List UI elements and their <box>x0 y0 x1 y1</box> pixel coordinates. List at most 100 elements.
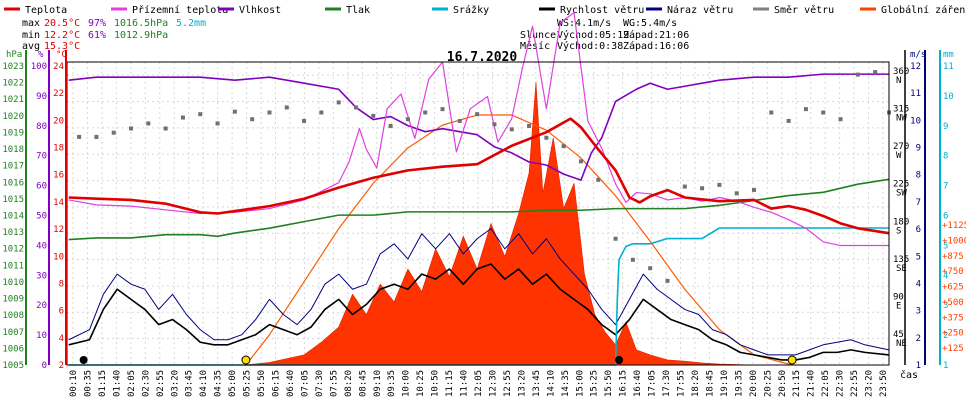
stats-min-temp: 12.2°C <box>44 30 80 41</box>
tick-label-time: 08:20 <box>344 370 354 397</box>
tick-label-time: 15:25 <box>590 370 600 397</box>
series-rychlost-vetru <box>68 263 890 361</box>
wind-direction-point <box>509 127 514 132</box>
tick-label-rad: +750 <box>942 267 964 277</box>
tick-label-hpa: 1005 <box>2 361 24 371</box>
tick-label-rad: +125 <box>942 344 964 354</box>
legend-label-prizemni-teplota: Přízemní teplota <box>132 4 228 16</box>
wind-direction-point <box>129 126 134 131</box>
wind-direction-point <box>250 117 255 122</box>
tick-label-dir: 225 <box>893 180 909 190</box>
wind-direction-point <box>613 236 618 241</box>
tick-label-ms: 1 <box>916 361 921 371</box>
wind-direction-point <box>700 186 705 191</box>
wind-direction-point <box>371 113 376 118</box>
tick-label-pct: 40 <box>36 241 47 251</box>
tick-label-dir: 180 <box>893 217 909 227</box>
tick-label-time: 18:20 <box>691 370 701 397</box>
series-prizemni-teplota <box>68 12 889 247</box>
stats-block: max 20.5°C 97% 1016.5hPa 5.2mm min 12.2°… <box>22 18 206 52</box>
tick-label-time: 04:35 <box>214 370 224 397</box>
tick-label-time: 23:50 <box>879 370 889 397</box>
tick-label-time: 14:10 <box>546 370 556 397</box>
tick-label-ms: 8 <box>916 171 921 181</box>
legend-label-smer-vetru: Směr větru <box>774 4 834 16</box>
wind-direction-point <box>648 266 653 271</box>
tick-label-pct: 100 <box>31 62 47 72</box>
stats-avg-label: avg <box>22 41 40 52</box>
tick-label-rad: +500 <box>942 298 964 308</box>
wind-direction-point <box>267 110 272 115</box>
tick-label-temp: 8 <box>59 279 64 289</box>
tick-label-hpa: 1013 <box>2 228 24 238</box>
series-srazky <box>68 227 889 366</box>
tick-label-time: 00:35 <box>83 370 93 397</box>
tick-label-pct: 50 <box>36 212 47 222</box>
series-vlhkost <box>68 73 889 181</box>
wind-direction-point <box>492 122 497 127</box>
tick-label-temp: 24 <box>53 62 64 72</box>
tick-label-time: 06:15 <box>272 370 282 397</box>
wind-direction-point <box>873 70 878 75</box>
tick-label-time: 05:25 <box>243 370 253 397</box>
wind-direction-point <box>475 112 480 117</box>
tick-label-temp: 6 <box>59 307 64 317</box>
tick-label-time: 23:20 <box>865 370 875 397</box>
tick-label-ms: 10 <box>910 116 921 126</box>
tick-label-hpa: 1014 <box>2 212 24 222</box>
tick-label-temp: 14 <box>53 198 64 208</box>
tick-label-ms: 3 <box>916 307 921 317</box>
wind-direction-point <box>457 118 462 123</box>
tick-label-dir: 315 <box>893 105 909 115</box>
tick-label-time: 19:10 <box>720 370 730 397</box>
wind-direction-point <box>630 257 635 262</box>
tick-label-mm: 3 <box>943 301 948 311</box>
tick-label-time: 10:00 <box>402 370 412 397</box>
tick-label-mm: 10 <box>943 92 954 102</box>
tick-label-ms: 12 <box>910 62 921 72</box>
wind-direction-point <box>769 110 774 115</box>
tick-label-time: 20:50 <box>778 370 788 397</box>
x-axis-label: čas <box>900 369 918 381</box>
tick-label-pct: 70 <box>36 152 47 162</box>
stats-min-press: 1012.9hPa <box>114 30 168 41</box>
axes: 1023102210211020101910181017101610151014… <box>2 50 966 397</box>
tick-label-mm: 9 <box>943 122 948 132</box>
legend-label-vlhkost: Vlhkost <box>239 5 281 16</box>
tick-label-dir-compass: W <box>896 151 902 161</box>
tick-label-time: 01:40 <box>112 370 122 397</box>
tick-label-dir: 135 <box>893 255 909 265</box>
tick-label-time: 20:00 <box>749 370 759 397</box>
tick-label-hpa: 1018 <box>2 145 24 155</box>
stats-min-hum: 61% <box>88 30 106 41</box>
tick-label-temp: 4 <box>59 334 64 344</box>
tick-label-time: 05:00 <box>228 370 238 397</box>
moonset-marker <box>615 356 624 364</box>
tick-label-mm: 11 <box>943 62 954 72</box>
tick-label-time: 12:05 <box>474 370 484 397</box>
tick-label-dir-compass: N <box>896 76 901 86</box>
tick-label-hpa: 1009 <box>2 295 24 305</box>
sunrise-marker <box>241 355 251 365</box>
series-teoreticke-zareni <box>245 114 793 366</box>
tick-label-mm: 5 <box>943 241 948 251</box>
wind-direction-point <box>734 191 739 196</box>
series-globalni-zareni <box>245 82 755 366</box>
wind-direction-point <box>821 110 826 115</box>
tick-label-time: 04:10 <box>199 370 209 397</box>
tick-label-hpa: 1016 <box>2 178 24 188</box>
wind-direction-point <box>198 112 203 117</box>
plot-area <box>68 12 891 366</box>
tick-label-mm: 2 <box>943 331 948 341</box>
tick-label-time: 07:05 <box>300 370 310 397</box>
wind-direction-point <box>527 123 532 128</box>
tick-label-time: 02:05 <box>127 370 137 397</box>
stats-max-press: 1016.5hPa <box>114 18 168 29</box>
wind-direction-point <box>544 135 549 140</box>
tick-label-time: 21:40 <box>807 370 817 397</box>
tick-label-time: 12:55 <box>503 370 513 397</box>
tick-label-pct: 30 <box>36 271 47 281</box>
info-sun-set: Západ:21:06 <box>623 29 689 41</box>
wind-direction-point <box>302 118 307 123</box>
